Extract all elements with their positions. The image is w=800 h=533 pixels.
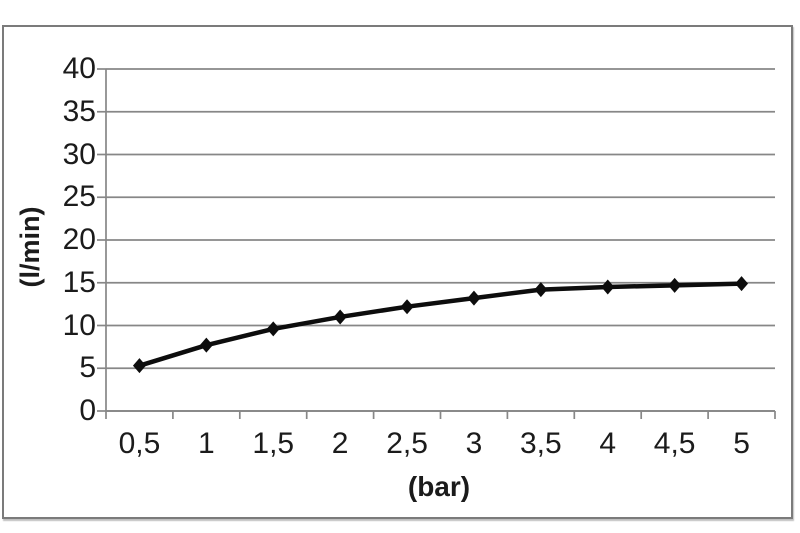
x-tick-label: 1 [198, 427, 215, 460]
x-tick-label: 3,5 [519, 427, 562, 460]
x-tick-label: 4,5 [653, 427, 696, 460]
x-tick-label: 4 [599, 427, 617, 460]
y-tick-label: 30 [62, 137, 96, 171]
x-tick-label: 0,5 [118, 427, 161, 460]
x-tick-label: 2 [331, 427, 349, 460]
data-point-marker [266, 321, 280, 337]
y-tick-label: 35 [62, 94, 96, 128]
x-tick-label: 5 [733, 427, 750, 460]
y-tick-label: 10 [62, 308, 96, 342]
data-point-marker [199, 337, 213, 353]
y-tick-label: 15 [62, 265, 96, 299]
data-point-marker [601, 279, 615, 295]
data-point-marker [668, 277, 682, 293]
x-tick-label: 3 [465, 427, 483, 460]
series-line [137, 281, 744, 368]
data-point-marker [735, 276, 749, 292]
chart-frame [2, 25, 793, 519]
x-axis-title: (bar) [407, 471, 471, 502]
data-point-marker [400, 299, 414, 315]
y-tick-label: 20 [62, 223, 96, 256]
data-point-marker [333, 309, 347, 325]
y-axis-title: (l/min) [15, 206, 45, 288]
y-tick-label: 5 [79, 351, 96, 385]
data-point-marker [132, 358, 146, 374]
x-tick-label: 2,5 [386, 427, 428, 460]
data-point-marker [467, 290, 481, 306]
y-tick-label: 0 [79, 394, 96, 427]
y-tick-label: 25 [62, 180, 96, 214]
y-tick-label: 40 [62, 52, 96, 85]
x-tick-label: 1,5 [252, 427, 295, 460]
data-point-marker [534, 282, 548, 298]
